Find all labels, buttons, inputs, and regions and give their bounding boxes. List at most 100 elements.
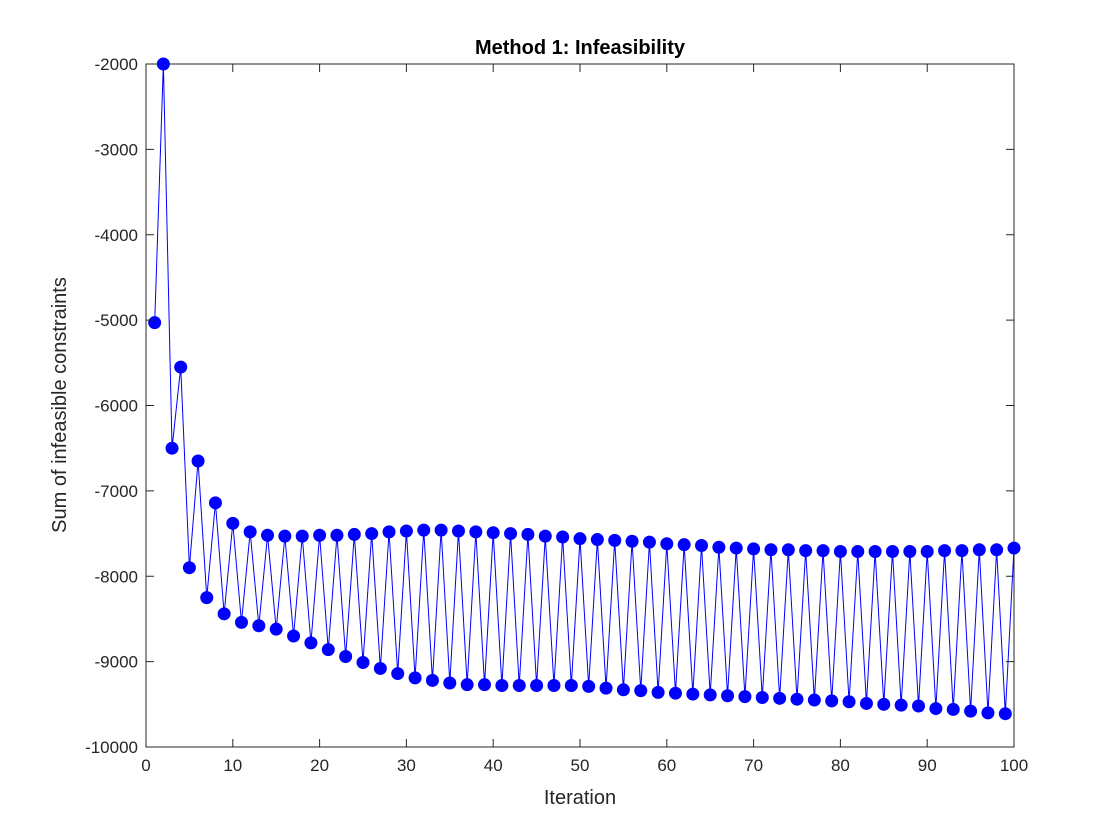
data-point (1007, 541, 1021, 555)
data-point (998, 707, 1012, 721)
data-point (938, 544, 952, 558)
data-point (547, 679, 561, 693)
y-tick-label: -4000 (95, 226, 138, 245)
data-point (156, 57, 170, 71)
data-point (781, 543, 795, 557)
data-point (382, 525, 396, 539)
data-point (460, 678, 474, 692)
data-point (807, 693, 821, 707)
data-point (729, 541, 743, 555)
data-point (773, 691, 787, 705)
data-point (695, 539, 709, 553)
data-point (608, 533, 622, 547)
axes-box (145, 63, 1015, 748)
data-point (295, 529, 309, 543)
data-point (347, 527, 361, 541)
data-point (408, 671, 422, 685)
data-point (538, 529, 552, 543)
x-tick-label: 50 (571, 756, 590, 775)
data-point (686, 687, 700, 701)
data-point (278, 529, 292, 543)
data-point (356, 655, 370, 669)
x-tick-label: 100 (1000, 756, 1028, 775)
x-tick-label: 90 (918, 756, 937, 775)
data-point (391, 667, 405, 681)
data-point (556, 530, 570, 544)
data-point (859, 696, 873, 710)
data-point (634, 684, 648, 698)
data-point (677, 538, 691, 552)
y-tick-label: -8000 (95, 567, 138, 586)
data-point (451, 524, 465, 538)
data-point (912, 699, 926, 713)
y-tick-label: -3000 (95, 140, 138, 159)
data-point (668, 686, 682, 700)
chart-title: Method 1: Infeasibility (475, 37, 686, 59)
data-point (261, 528, 275, 542)
data-point (885, 544, 899, 558)
y-axis: -10000 -9000 -8000 -7000 -6000 -5000 -4000 -300… (85, 55, 1014, 757)
x-axis: 0 10 20 30 40 50 60 70 80 90 100 (141, 64, 1028, 775)
data-point (799, 544, 813, 558)
data-point (504, 527, 518, 541)
x-tick-label: 0 (141, 756, 150, 775)
y-tick-label: -5000 (95, 311, 138, 330)
data-point (234, 615, 248, 629)
x-tick-label: 10 (223, 756, 242, 775)
data-point (478, 678, 492, 692)
data-point (269, 622, 283, 636)
series-line (154, 63, 1015, 714)
data-point (738, 690, 752, 704)
x-tick-label: 40 (484, 756, 503, 775)
data-point (443, 676, 457, 690)
data-point (287, 629, 301, 643)
data-point (373, 661, 387, 675)
data-point (304, 636, 318, 650)
data-point (972, 543, 986, 557)
plot-area (145, 57, 1021, 748)
data-point (651, 685, 665, 699)
y-tick-label: -10000 (85, 738, 138, 757)
data-point (200, 591, 214, 605)
data-point (434, 523, 448, 537)
data-point (148, 316, 162, 330)
data-point (512, 679, 526, 693)
y-tick-label: -6000 (95, 397, 138, 416)
data-point (816, 544, 830, 558)
data-point (495, 679, 509, 693)
data-point (174, 360, 188, 374)
data-point (964, 704, 978, 718)
data-point (486, 526, 500, 540)
data-point (582, 679, 596, 693)
x-tick-label: 80 (831, 756, 850, 775)
y-tick-label: -9000 (95, 653, 138, 672)
data-point (712, 540, 726, 554)
x-tick-label: 20 (310, 756, 329, 775)
data-point (313, 528, 327, 542)
data-point (721, 689, 735, 703)
y-tick-label: -2000 (95, 55, 138, 74)
data-point (191, 454, 205, 468)
x-axis-label: Iteration (544, 787, 616, 809)
data-point (625, 534, 639, 548)
data-point (217, 607, 231, 621)
data-point (252, 619, 266, 633)
data-point (990, 543, 1004, 557)
data-point (755, 690, 769, 704)
data-point (321, 643, 335, 657)
data-point (182, 561, 196, 575)
data-point (842, 695, 856, 709)
data-point (903, 544, 917, 558)
x-tick-label: 60 (657, 756, 676, 775)
data-point (981, 706, 995, 720)
data-point (833, 544, 847, 558)
data-point (339, 650, 353, 664)
data-point (764, 543, 778, 557)
data-point (573, 532, 587, 546)
y-axis-label: Sum of infeasible constraints (49, 277, 71, 533)
data-point (530, 679, 544, 693)
data-point (399, 524, 413, 538)
data-point (955, 544, 969, 558)
data-point (868, 544, 882, 558)
